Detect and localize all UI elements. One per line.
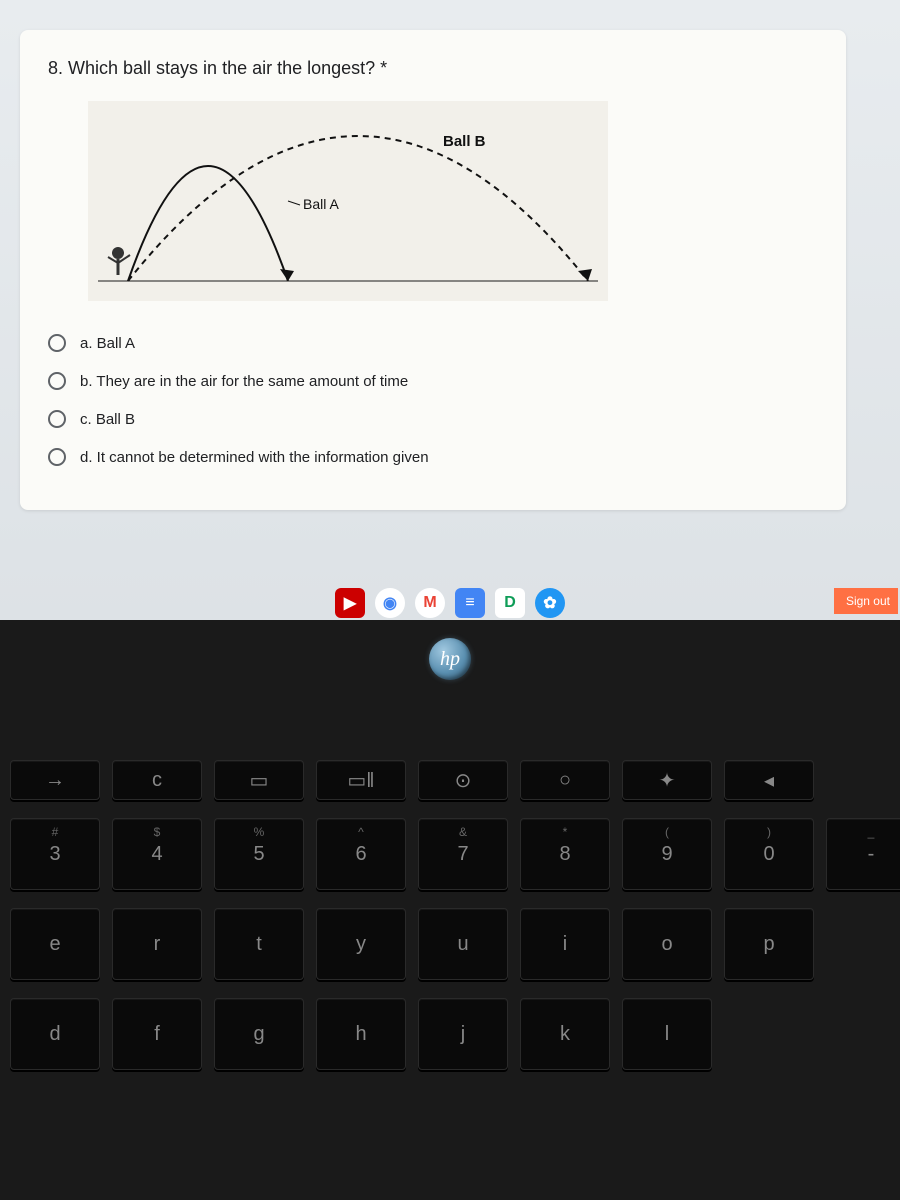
key[interactable]: ⊙: [418, 760, 508, 800]
option-d[interactable]: d. It cannot be determined with the info…: [48, 438, 818, 476]
radio-icon[interactable]: [48, 448, 66, 466]
options-group: a. Ball A b. They are in the air for the…: [48, 324, 818, 476]
svg-text:Ball B: Ball B: [443, 133, 486, 150]
key[interactable]: o: [622, 908, 712, 980]
option-c[interactable]: c. Ball B: [48, 400, 818, 438]
key[interactable]: ^6: [316, 818, 406, 890]
settings-icon[interactable]: ✿: [535, 588, 565, 618]
option-a[interactable]: a. Ball A: [48, 324, 818, 362]
key[interactable]: (9: [622, 818, 712, 890]
hp-logo-icon: hp: [429, 638, 471, 680]
youtube-icon[interactable]: ▶: [335, 588, 365, 618]
keyboard: → c ▭ ▭‖ ⊙ ○ ✦ ◂ #3$4%5^6&7*8(9)0_-ertyuiop dfghj…: [0, 760, 900, 1088]
key[interactable]: →: [10, 760, 100, 800]
key[interactable]: ✦: [622, 760, 712, 800]
chrome-icon[interactable]: ◉: [375, 588, 405, 618]
key[interactable]: _-: [826, 818, 900, 890]
key[interactable]: %5: [214, 818, 304, 890]
key[interactable]: ◂: [724, 760, 814, 800]
key[interactable]: y: [316, 908, 406, 980]
radio-icon[interactable]: [48, 372, 66, 390]
option-label: a. Ball A: [80, 335, 135, 352]
docs-icon[interactable]: ≡: [455, 588, 485, 618]
key[interactable]: k: [520, 998, 610, 1070]
key[interactable]: &7: [418, 818, 508, 890]
key[interactable]: c: [112, 760, 202, 800]
drive-icon[interactable]: D: [495, 588, 525, 618]
key[interactable]: r: [112, 908, 202, 980]
question-card: 8. Which ball stays in the air the longe…: [20, 30, 846, 510]
key[interactable]: #3: [10, 818, 100, 890]
gmail-icon[interactable]: M: [415, 588, 445, 618]
key[interactable]: ▭: [214, 760, 304, 800]
key[interactable]: p: [724, 908, 814, 980]
key[interactable]: j: [418, 998, 508, 1070]
option-label: c. Ball B: [80, 411, 135, 428]
trajectory-diagram: Ball A Ball B: [88, 101, 818, 306]
key[interactable]: h: [316, 998, 406, 1070]
key[interactable]: $4: [112, 818, 202, 890]
key[interactable]: )0: [724, 818, 814, 890]
svg-text:Ball A: Ball A: [303, 196, 339, 212]
key[interactable]: l: [622, 998, 712, 1070]
option-label: d. It cannot be determined with the info…: [80, 449, 429, 466]
radio-icon[interactable]: [48, 334, 66, 352]
key[interactable]: t: [214, 908, 304, 980]
key[interactable]: *8: [520, 818, 610, 890]
key[interactable]: d: [10, 998, 100, 1070]
key[interactable]: ▭‖: [316, 760, 406, 800]
key[interactable]: e: [10, 908, 100, 980]
option-b[interactable]: b. They are in the air for the same amou…: [48, 362, 818, 400]
key[interactable]: ○: [520, 760, 610, 800]
key[interactable]: u: [418, 908, 508, 980]
sign-out-button[interactable]: Sign out: [834, 588, 898, 614]
taskbar: ▶ ◉ M ≡ D ✿: [0, 580, 900, 626]
key[interactable]: g: [214, 998, 304, 1070]
question-title: 8. Which ball stays in the air the longe…: [48, 58, 818, 79]
key[interactable]: i: [520, 908, 610, 980]
key[interactable]: f: [112, 998, 202, 1070]
screen-area: 8. Which ball stays in the air the longe…: [0, 0, 900, 620]
option-label: b. They are in the air for the same amou…: [80, 373, 408, 390]
radio-icon[interactable]: [48, 410, 66, 428]
